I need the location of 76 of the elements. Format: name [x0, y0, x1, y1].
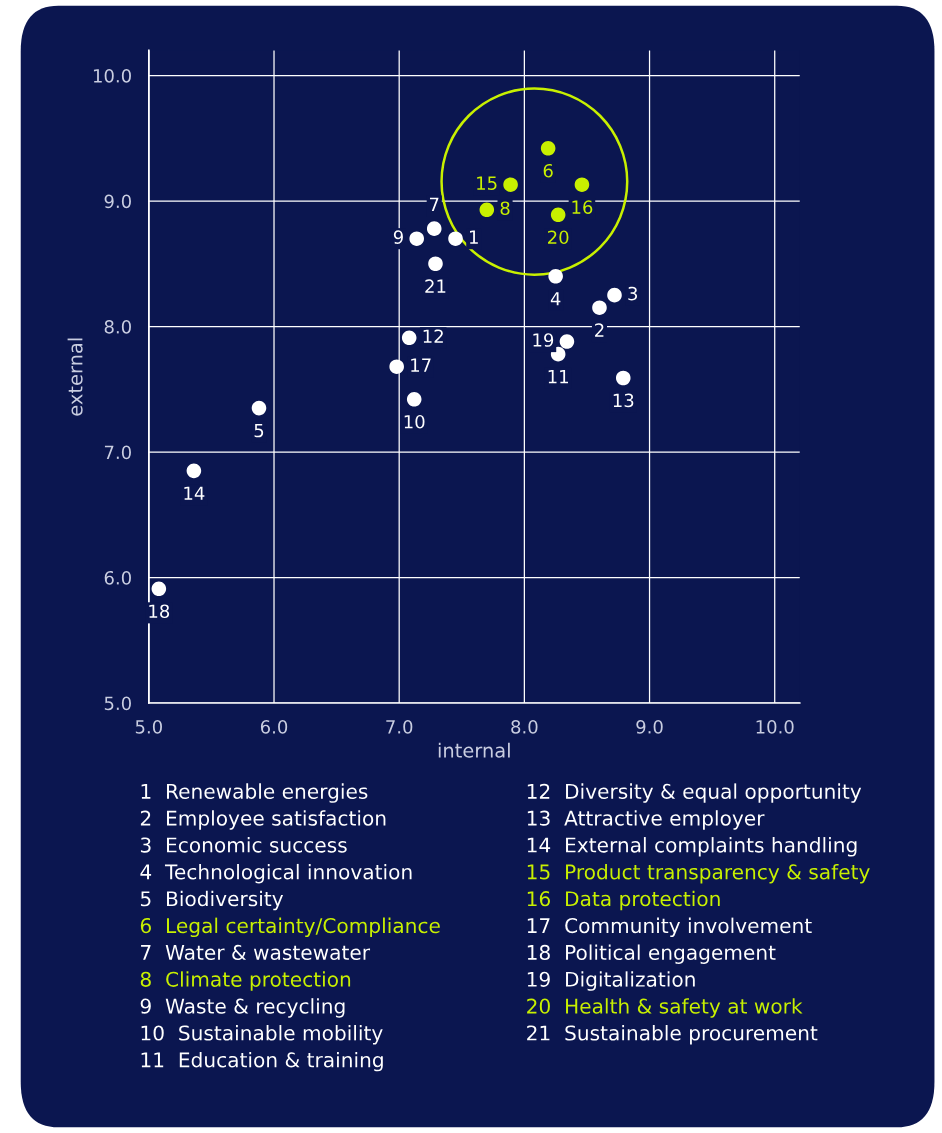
annotation: 10: [404, 414, 425, 429]
text: 19 Digitalization: [527, 971, 695, 991]
text: 20 Health & safety at work: [527, 998, 803, 1018]
point: [409, 231, 424, 246]
point: [540, 141, 556, 156]
text: 7 Water & wastewater: [141, 944, 371, 961]
annotation: 7: [429, 197, 439, 211]
annotation: 14: [184, 486, 205, 500]
text: 2 Employee satisfaction: [140, 810, 386, 830]
text: 11 Education & training: [141, 1051, 383, 1072]
point: [389, 359, 404, 374]
text: 3 Economic success: [140, 837, 347, 853]
text: 13 Attractive employer: [527, 810, 765, 830]
point: [186, 463, 202, 479]
text: 10 Sustainable mobility: [141, 1025, 383, 1045]
point: [548, 269, 563, 284]
text: 4 Technological innovation: [140, 863, 412, 884]
annotation: 6: [543, 163, 553, 178]
annotation: 17: [411, 358, 431, 372]
annotation: 8: [500, 201, 510, 216]
annotation: 11: [548, 369, 568, 384]
point: [401, 330, 417, 346]
text: 14 External complaints handling: [527, 837, 857, 857]
text: 1 Renewable energies: [141, 783, 368, 803]
point: [448, 231, 463, 246]
x-tick-label: 7.0: [386, 720, 413, 734]
text: 8 Climate protection: [140, 971, 351, 991]
point: [550, 207, 566, 223]
text: 9 Waste & recycling: [140, 998, 345, 1018]
point: [559, 334, 575, 349]
point: [592, 300, 607, 315]
point: [503, 177, 518, 192]
point: [574, 177, 590, 192]
annotation: 5: [254, 423, 264, 438]
y-axis-title: external: [67, 338, 83, 416]
annotation: 9: [393, 230, 403, 244]
text: 6 Legal certainty/Compliance: [140, 917, 440, 938]
y-tick-label: 7.0: [104, 445, 131, 460]
point: [251, 400, 267, 416]
y-tick-label: 9.0: [104, 194, 131, 209]
y-tick-label: 6.0: [104, 570, 131, 585]
annotation: 3: [628, 286, 638, 301]
y-tick-label: 5.0: [104, 696, 131, 711]
x-tick-label: 8.0: [511, 720, 538, 734]
annotation: 4: [550, 292, 561, 306]
y-tick-label: 10.0: [93, 68, 131, 83]
annotation: 20: [548, 230, 569, 245]
text: 18 Political engagement: [527, 944, 776, 964]
text: 12 Diversity & equal opportunity: [527, 783, 862, 803]
x-tick-label: 6.0: [260, 720, 288, 734]
point: [151, 581, 167, 597]
annotation: 12: [423, 329, 443, 343]
point: [428, 256, 443, 272]
point: [479, 202, 495, 218]
y-tick-label: 8.0: [104, 319, 131, 334]
annotation: 2: [595, 323, 604, 337]
annotation: 15: [477, 176, 497, 190]
text: 5 Biodiversity: [140, 890, 284, 911]
x-tick-label: 10.0: [756, 720, 794, 734]
annotation: 1: [470, 230, 478, 244]
annotation: 18: [149, 604, 170, 619]
point: [406, 392, 422, 407]
annotation: 13: [613, 393, 634, 408]
point: [607, 287, 622, 303]
text: 16 Data protection: [527, 890, 720, 911]
annotation: 16: [572, 200, 593, 214]
annotation: 21: [425, 279, 446, 293]
x-tick-label: 5.0: [135, 720, 162, 734]
text: 15 Product transparency & safety: [527, 863, 870, 884]
x-axis-title: internal: [438, 742, 510, 758]
point: [426, 221, 442, 236]
text: 21 Sustainable procurement: [527, 1025, 818, 1045]
point: [615, 370, 631, 386]
text: 17 Community involvement: [527, 917, 812, 938]
annotation: 19: [533, 333, 554, 347]
x-tick-label: 9.0: [636, 720, 663, 734]
